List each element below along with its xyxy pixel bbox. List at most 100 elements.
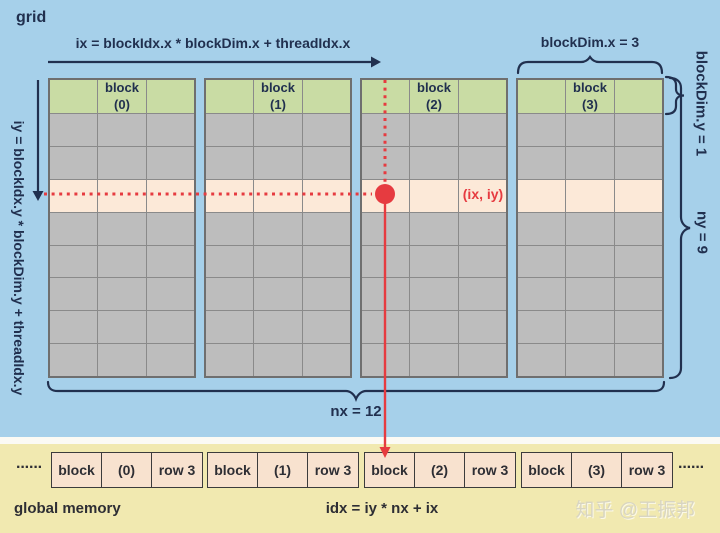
thread-row	[518, 212, 662, 246]
memory-cell: row 3	[158, 462, 196, 478]
thread-cell	[459, 80, 506, 113]
thread-cell	[303, 80, 350, 113]
thread-row	[206, 278, 350, 312]
thread-row	[50, 311, 194, 345]
thread-cell	[50, 245, 99, 278]
thread-cell	[147, 213, 194, 245]
highlight-row	[518, 179, 662, 213]
thread-cell	[147, 246, 194, 278]
nx-label: nx = 12	[330, 403, 382, 420]
highlight-row	[50, 179, 194, 213]
thread-cell	[50, 311, 99, 344]
thread-cell	[459, 344, 506, 376]
thread-cell	[303, 278, 350, 310]
thread-block: block (0)	[48, 78, 196, 378]
thread-row	[518, 146, 662, 180]
thread-cell	[50, 179, 99, 212]
thread-cell	[254, 146, 303, 179]
thread-cell	[518, 80, 567, 113]
thread-cell	[518, 114, 567, 146]
block-header-row: block (1)	[206, 80, 350, 114]
thread-row	[518, 245, 662, 279]
memory-row-segment: block (1) row 3	[207, 452, 359, 488]
thread-cell	[362, 344, 411, 376]
thread-cell	[303, 114, 350, 146]
ny-label: ny = 9	[693, 211, 711, 254]
thread-cell	[615, 311, 662, 343]
memory-row-segment: block (0) row 3	[51, 452, 203, 488]
thread-cell	[566, 278, 615, 311]
thread-row	[518, 344, 662, 376]
thread-row	[362, 278, 506, 312]
block-label: block (0)	[98, 80, 147, 113]
thread-block: block (2)	[360, 78, 508, 378]
thread-cell	[459, 246, 506, 278]
thread-cell	[566, 114, 615, 146]
thread-block: block (1)	[204, 78, 352, 378]
thread-cell	[518, 245, 567, 278]
thread-cell	[615, 246, 662, 278]
thread-cell	[303, 246, 350, 278]
thread-cell	[459, 147, 506, 179]
global-memory-title: global memory	[14, 500, 121, 517]
memory-cell: row 3	[471, 462, 509, 478]
thread-cell	[147, 344, 194, 376]
memory-ellipsis-left: ······	[16, 459, 43, 476]
thread-cell	[459, 213, 506, 245]
thread-cell	[303, 180, 350, 212]
thread-cell	[615, 344, 662, 376]
thread-cell	[206, 212, 255, 245]
thread-cell	[566, 245, 615, 278]
block-header-row: block (0)	[50, 80, 194, 114]
thread-cell	[50, 114, 99, 146]
thread-row	[50, 245, 194, 279]
thread-cell	[459, 114, 506, 146]
thread-cell	[254, 278, 303, 311]
thread-row	[518, 114, 662, 147]
thread-cell	[98, 179, 147, 212]
thread-cell	[98, 311, 147, 344]
thread-cell	[362, 278, 411, 311]
thread-cell	[50, 146, 99, 179]
thread-row	[50, 114, 194, 147]
thread-row	[50, 212, 194, 246]
thread-row	[206, 114, 350, 147]
thread-cell	[98, 344, 147, 376]
memory-row-segment: block (3) row 3	[521, 452, 673, 488]
thread-cell	[98, 212, 147, 245]
memory-cell: block	[52, 453, 102, 487]
thread-row	[206, 245, 350, 279]
thread-cell	[615, 213, 662, 245]
thread-row	[362, 311, 506, 345]
thread-cell	[362, 311, 411, 344]
thread-cell	[410, 311, 459, 344]
iy-formula-label: iy = blockIdx.y * blockDim.y + threadIdx…	[11, 120, 27, 396]
memory-cell: block	[522, 453, 572, 487]
thread-cell	[362, 146, 411, 179]
memory-cell: row 3	[314, 462, 352, 478]
thread-cell	[362, 212, 411, 245]
memory-cell: (2)	[415, 453, 465, 487]
thread-cell	[206, 245, 255, 278]
thread-cell	[410, 179, 459, 212]
blockdimy-label: blockDim.y = 1	[692, 50, 710, 157]
thread-cell	[98, 146, 147, 179]
thread-cell	[206, 278, 255, 311]
thread-row	[518, 278, 662, 312]
thread-cell	[50, 212, 99, 245]
thread-cell	[206, 114, 255, 146]
thread-cell	[362, 114, 411, 146]
thread-cell	[566, 311, 615, 344]
thread-cell	[615, 180, 662, 212]
thread-row	[362, 245, 506, 279]
thread-cell	[410, 212, 459, 245]
thread-cell	[362, 80, 411, 113]
thread-cell	[206, 311, 255, 344]
thread-block: block (3)	[516, 78, 664, 378]
memory-ellipsis-right: ······	[678, 459, 705, 476]
thread-cell	[303, 344, 350, 376]
thread-cell	[206, 146, 255, 179]
thread-cell	[615, 147, 662, 179]
thread-row	[206, 146, 350, 180]
